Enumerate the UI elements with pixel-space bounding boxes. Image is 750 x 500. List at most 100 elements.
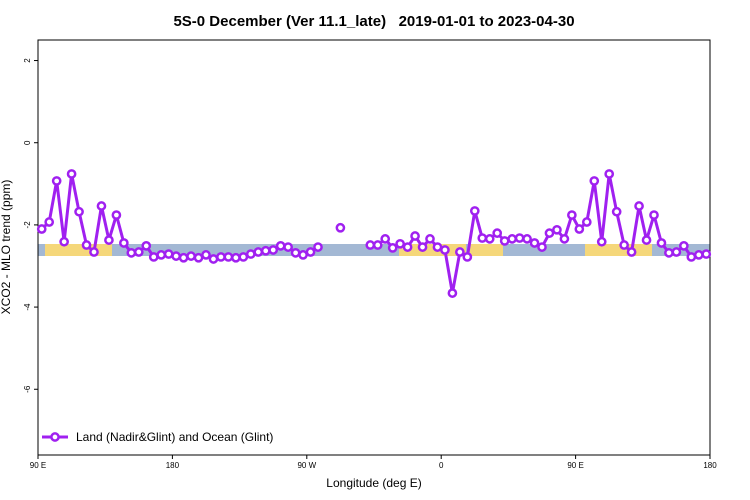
data-point: [313, 242, 323, 252]
data-point: [455, 247, 465, 257]
data-point: [559, 234, 570, 244]
data-point: [59, 236, 69, 247]
data-point: [664, 247, 674, 258]
data-point: [171, 251, 181, 261]
data-point: [268, 245, 279, 255]
data-point: [245, 249, 256, 259]
data-point: [649, 210, 659, 220]
data-point: [148, 252, 159, 262]
data-point: [529, 238, 540, 248]
plot-frame: [37, 39, 711, 456]
data-point: [156, 250, 167, 260]
data-point: [238, 252, 249, 262]
data-point: [96, 201, 107, 211]
y-tick-label: -4: [23, 303, 32, 311]
data-point: [402, 242, 413, 252]
data-point: [51, 176, 62, 186]
data-point: [514, 233, 525, 243]
data-point: [208, 254, 219, 264]
y-tick-label: 0: [23, 140, 32, 145]
land-band: [45, 244, 112, 256]
data-point: [686, 252, 697, 262]
data-point: [507, 234, 517, 244]
data-point: [74, 206, 84, 217]
data-point: [104, 235, 114, 245]
data-point: [253, 247, 264, 257]
data-point: [380, 234, 391, 244]
data-point: [36, 224, 47, 234]
x-axis-label: Longitude (deg E): [326, 476, 421, 490]
data-point: [119, 238, 129, 248]
data-point: [462, 252, 473, 262]
data-point: [477, 233, 488, 243]
data-point: [126, 247, 137, 258]
data-point: [537, 242, 547, 252]
data-point: [163, 249, 174, 259]
data-point: [417, 242, 428, 252]
data-point: [469, 206, 480, 216]
data-point: [432, 242, 443, 252]
data-point: [484, 234, 495, 244]
data-point: [111, 210, 122, 220]
data-point: [298, 250, 308, 260]
x-tick-label: 90 E: [30, 461, 46, 470]
data-point: [133, 247, 144, 257]
data-point: [589, 176, 600, 186]
y-tick-label: -6: [23, 385, 32, 393]
data-point: [492, 228, 503, 238]
land-band: [585, 244, 652, 256]
data-point: [671, 247, 682, 257]
data-point: [619, 240, 629, 250]
data-point: [283, 242, 293, 252]
y-axis-label: XCO2 - MLO trend (ppm): [0, 180, 13, 315]
data-point: [193, 252, 204, 263]
land-band: [399, 244, 466, 256]
data-point: [611, 206, 622, 217]
data-point: [275, 241, 286, 251]
x-tick-label: 90 W: [297, 461, 316, 470]
data-point: [567, 210, 577, 220]
data-point: [634, 201, 644, 211]
data-point: [679, 241, 689, 251]
data-point: [425, 234, 435, 244]
data-point: [231, 252, 241, 263]
data-point: [89, 247, 99, 257]
x-tick-label: 180: [166, 461, 180, 470]
data-point: [372, 240, 383, 250]
data-point: [178, 252, 189, 263]
data-point: [701, 249, 712, 259]
data-point: [365, 240, 376, 250]
y-tick-label: -2: [23, 221, 32, 229]
data-point: [641, 235, 652, 245]
data-point: [141, 241, 152, 251]
data-point: [440, 245, 450, 255]
data-point: [552, 224, 562, 235]
data-point: [395, 238, 405, 249]
data-point: [260, 245, 271, 256]
series-line: [40, 172, 707, 295]
y-tick-label: 2: [23, 58, 32, 63]
data-point: [81, 240, 92, 250]
data-point: [522, 234, 532, 244]
legend-label: Land (Nadir&Glint) and Ocean (Glint): [76, 430, 273, 444]
data-point: [387, 243, 398, 253]
data-point: [223, 252, 234, 262]
data-point: [186, 251, 196, 261]
data-point: [499, 236, 510, 246]
data-point: [574, 224, 585, 234]
x-tick-label: 0: [439, 461, 444, 470]
data-point: [596, 236, 607, 247]
x-tick-label: 180: [703, 461, 717, 470]
data-point: [216, 252, 226, 262]
data-point: [447, 288, 458, 298]
land-band: [468, 244, 503, 256]
data-point: [544, 228, 555, 238]
data-point: [305, 247, 316, 257]
data-point: [410, 231, 420, 241]
legend-marker: [50, 432, 60, 442]
data-point: [201, 250, 211, 260]
data-point: [581, 217, 592, 227]
data-point: [290, 247, 301, 258]
data-point: [656, 238, 667, 248]
